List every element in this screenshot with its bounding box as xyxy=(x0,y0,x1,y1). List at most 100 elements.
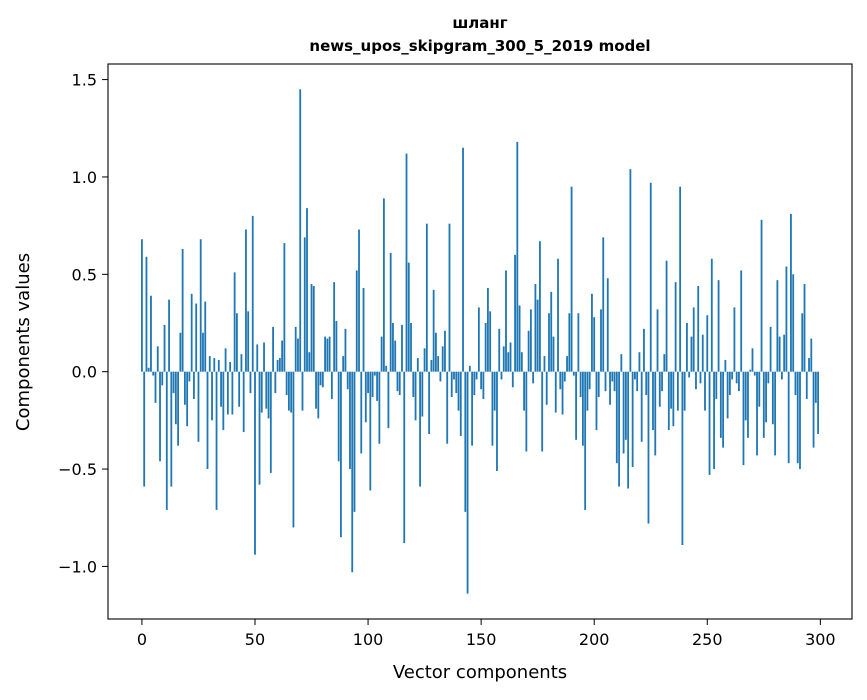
bar-58 xyxy=(272,326,274,372)
bar-224 xyxy=(647,371,650,524)
bar-194 xyxy=(579,371,582,397)
bar-39 xyxy=(229,361,232,372)
bar-286 xyxy=(787,371,790,464)
bar-254 xyxy=(715,371,718,399)
bar-117 xyxy=(405,153,408,372)
bar-72 xyxy=(303,237,306,372)
bar-171 xyxy=(527,330,530,372)
bar-118 xyxy=(407,262,410,372)
bar-282 xyxy=(778,336,781,372)
bar-42 xyxy=(236,313,238,372)
bar-115 xyxy=(401,324,403,372)
bar-96 xyxy=(358,229,360,372)
bar-158 xyxy=(498,328,501,372)
bar-41 xyxy=(233,272,236,372)
bar-230 xyxy=(661,371,663,392)
bar-261 xyxy=(731,371,734,380)
bar-8 xyxy=(159,371,161,462)
bar-170 xyxy=(525,371,528,452)
bar-155 xyxy=(491,371,494,446)
bar-13 xyxy=(170,371,173,487)
bar-223 xyxy=(645,371,648,396)
bar-260 xyxy=(728,371,731,396)
bar-156 xyxy=(493,371,496,411)
bar-215 xyxy=(627,371,630,489)
y-tick-label-0: −1.0 xyxy=(58,557,97,576)
bar-236 xyxy=(674,282,677,372)
bar-141 xyxy=(459,371,462,436)
bar-297 xyxy=(812,371,815,448)
bar-249 xyxy=(704,371,706,411)
bar-37 xyxy=(224,348,227,372)
bar-252 xyxy=(710,258,713,372)
x-axis-label: Vector components xyxy=(393,662,567,683)
bar-46 xyxy=(245,229,247,372)
bar-262 xyxy=(733,307,736,372)
bar-188 xyxy=(566,356,568,372)
bar-142 xyxy=(462,147,464,372)
bar-121 xyxy=(414,371,417,421)
bar-283 xyxy=(780,371,783,380)
bar-10 xyxy=(163,324,166,372)
bar-191 xyxy=(572,371,575,376)
bar-116 xyxy=(403,371,406,544)
bar-169 xyxy=(523,371,525,411)
bar-204 xyxy=(602,237,605,372)
bar-47 xyxy=(247,311,250,372)
bar-205 xyxy=(604,371,607,392)
bar-259 xyxy=(726,371,729,419)
bar-281 xyxy=(776,280,779,372)
bar-55 xyxy=(265,371,268,409)
bar-64 xyxy=(285,371,288,396)
bar-165 xyxy=(514,254,516,372)
bar-75 xyxy=(310,284,313,372)
bar-237 xyxy=(676,371,679,411)
bar-270 xyxy=(751,348,754,372)
bar-299 xyxy=(817,371,819,434)
bar-88 xyxy=(340,371,342,538)
bar-133 xyxy=(441,346,444,372)
bar-135 xyxy=(446,371,449,444)
bar-67 xyxy=(292,371,295,528)
bar-208 xyxy=(611,371,614,382)
bar-43 xyxy=(238,371,241,407)
plot-frame xyxy=(107,63,853,620)
bar-207 xyxy=(609,371,611,405)
bar-78 xyxy=(317,371,320,419)
bar-25 xyxy=(197,371,200,442)
bar-125 xyxy=(423,348,426,372)
bar-89 xyxy=(342,356,345,372)
bar-51 xyxy=(256,344,259,372)
bar-107 xyxy=(382,198,385,372)
bar-28 xyxy=(204,301,207,372)
bar-94 xyxy=(353,371,356,512)
bar-101 xyxy=(369,371,372,491)
bar-99 xyxy=(364,371,367,423)
bar-81 xyxy=(324,336,326,372)
bar-95 xyxy=(355,270,358,372)
bar-258 xyxy=(724,360,727,372)
bar-97 xyxy=(360,371,363,454)
bar-19 xyxy=(183,371,186,405)
bar-212 xyxy=(620,354,623,372)
x-tick-label-0: 0 xyxy=(137,630,147,649)
bar-272 xyxy=(756,371,758,456)
bar-275 xyxy=(762,371,765,438)
bar-271 xyxy=(753,371,756,376)
bar-59 xyxy=(274,371,277,394)
bar-48 xyxy=(249,371,252,394)
bar-294 xyxy=(805,371,808,399)
bar-267 xyxy=(744,371,747,421)
bar-160 xyxy=(502,346,505,372)
bar-26 xyxy=(199,239,202,372)
bar-263 xyxy=(735,371,738,384)
bar-120 xyxy=(412,371,415,397)
bar-54 xyxy=(263,342,265,372)
bar-295 xyxy=(808,358,810,372)
bar-100 xyxy=(367,371,369,394)
bar-264 xyxy=(738,371,740,392)
bar-82 xyxy=(326,338,329,372)
bar-247 xyxy=(699,371,702,384)
bar-185 xyxy=(559,371,562,390)
bar-227 xyxy=(654,371,657,456)
